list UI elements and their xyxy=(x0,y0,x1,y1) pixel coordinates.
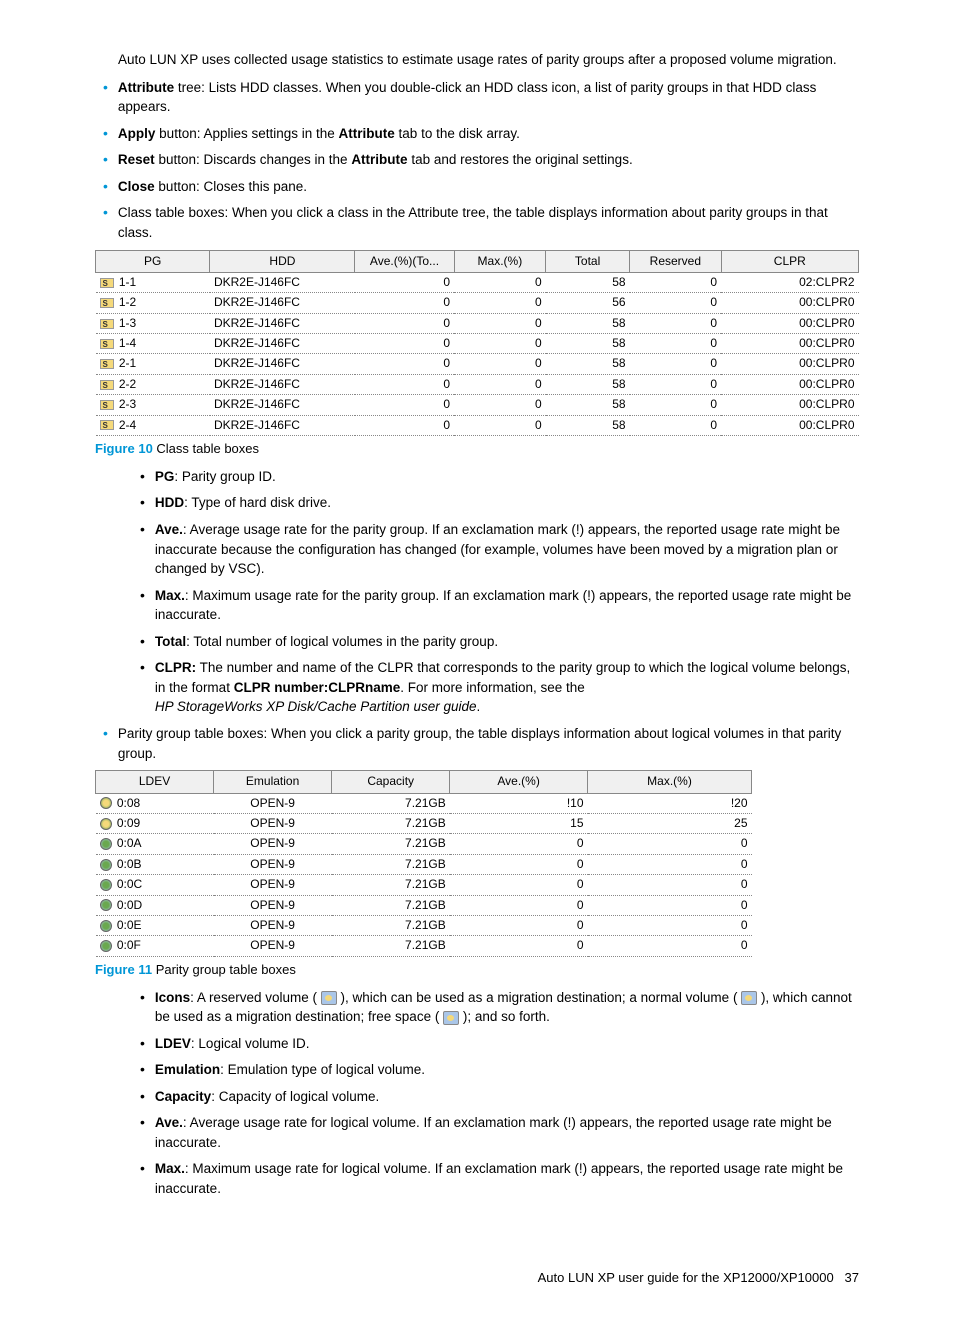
definition-item: •Ave.: Average usage rate for logical vo… xyxy=(140,1113,859,1152)
definition-item: •HDD: Type of hard disk drive. xyxy=(140,493,859,513)
free-space-icon xyxy=(443,1011,459,1025)
figure-11-caption: Figure 11 Parity group table boxes xyxy=(95,961,859,980)
table-row: 2-1DKR2E-J146FC0058000:CLPR0 xyxy=(96,354,859,374)
table-header: HDD xyxy=(210,250,355,272)
ldev-icon xyxy=(100,818,112,830)
definition-item: •PG: Parity group ID. xyxy=(140,467,859,487)
top-bullet: •Reset button: Discards changes in the A… xyxy=(103,150,859,170)
table-row: 0:0AOPEN-97.21GB00 xyxy=(96,834,752,854)
top-bullet: •Class table boxes: When you click a cla… xyxy=(103,203,859,242)
table-row: 2-4DKR2E-J146FC0058000:CLPR0 xyxy=(96,415,859,435)
ldev-icon xyxy=(100,797,112,809)
table-header: Max.(%) xyxy=(454,250,546,272)
definition-item: •LDEV: Logical volume ID. xyxy=(140,1034,859,1054)
table-row: 0:0BOPEN-97.21GB00 xyxy=(96,854,752,874)
table-row: 2-3DKR2E-J146FC0058000:CLPR0 xyxy=(96,395,859,415)
table-row: 0:0FOPEN-97.21GB00 xyxy=(96,936,752,956)
table-header: Reserved xyxy=(630,250,722,272)
pg-icon xyxy=(100,400,114,410)
table-row: 0:0EOPEN-97.21GB00 xyxy=(96,915,752,935)
table-header: LDEV xyxy=(96,771,214,793)
ldev-icon xyxy=(100,859,112,871)
clpr-definition: • CLPR: The number and name of the CLPR … xyxy=(140,658,859,717)
table-header: Total xyxy=(546,250,630,272)
table-header: Max.(%) xyxy=(588,771,752,793)
table-row: 1-2DKR2E-J146FC0056000:CLPR0 xyxy=(96,293,859,313)
table-header: Emulation xyxy=(214,771,332,793)
definition-item: •Ave.: Average usage rate for the parity… xyxy=(140,520,859,579)
pg-icon xyxy=(100,380,114,390)
intro-paragraph: Auto LUN XP uses collected usage statist… xyxy=(118,50,859,70)
table-header: PG xyxy=(96,250,210,272)
definition-item: •Capacity: Capacity of logical volume. xyxy=(140,1087,859,1107)
table-row: 0:08OPEN-97.21GB!10!20 xyxy=(96,793,752,813)
definition-item: •Max.: Maximum usage rate for the parity… xyxy=(140,586,859,625)
page-footer: Auto LUN XP user guide for the XP12000/X… xyxy=(95,1269,859,1288)
ldev-icon xyxy=(100,920,112,932)
pg-icon xyxy=(100,319,114,329)
icons-definition: • Icons: A reserved volume ( ), which ca… xyxy=(140,988,859,1027)
ldev-icon xyxy=(100,899,112,911)
table-row: 1-4DKR2E-J146FC0058000:CLPR0 xyxy=(96,334,859,354)
ldev-icon xyxy=(100,838,112,850)
parity-group-bullet: • Parity group table boxes: When you cli… xyxy=(103,724,859,763)
ldev-icon xyxy=(100,940,112,952)
definition-item: •Total: Total number of logical volumes … xyxy=(140,632,859,652)
top-bullet: •Attribute tree: Lists HDD classes. When… xyxy=(103,78,859,117)
pg-icon xyxy=(100,278,114,288)
table-row: 2-2DKR2E-J146FC0058000:CLPR0 xyxy=(96,374,859,394)
table-row: 0:0COPEN-97.21GB00 xyxy=(96,875,752,895)
table-row: 1-3DKR2E-J146FC0058000:CLPR0 xyxy=(96,313,859,333)
pg-icon xyxy=(100,420,114,430)
top-bullet: •Close button: Closes this pane. xyxy=(103,177,859,197)
table-header: Ave.(%)(To... xyxy=(355,250,454,272)
table-header: Capacity xyxy=(332,771,450,793)
reserved-volume-icon xyxy=(321,991,337,1005)
class-table: PGHDDAve.(%)(To...Max.(%)TotalReservedCL… xyxy=(95,250,859,437)
definition-item: •Max.: Maximum usage rate for logical vo… xyxy=(140,1159,859,1198)
definition-item: •Emulation: Emulation type of logical vo… xyxy=(140,1060,859,1080)
parity-group-table: LDEVEmulationCapacityAve.(%)Max.(%) 0:08… xyxy=(95,770,752,957)
top-bullet: •Apply button: Applies settings in the A… xyxy=(103,124,859,144)
figure-10-caption: Figure 10 Class table boxes xyxy=(95,440,859,459)
table-row: 1-1DKR2E-J146FC0058002:CLPR2 xyxy=(96,272,859,292)
pg-icon xyxy=(100,359,114,369)
normal-volume-icon xyxy=(741,991,757,1005)
ldev-icon xyxy=(100,879,112,891)
table-row: 0:09OPEN-97.21GB1525 xyxy=(96,813,752,833)
table-row: 0:0DOPEN-97.21GB00 xyxy=(96,895,752,915)
pg-icon xyxy=(100,298,114,308)
table-header: Ave.(%) xyxy=(450,771,588,793)
table-header: CLPR xyxy=(721,250,858,272)
pg-icon xyxy=(100,339,114,349)
